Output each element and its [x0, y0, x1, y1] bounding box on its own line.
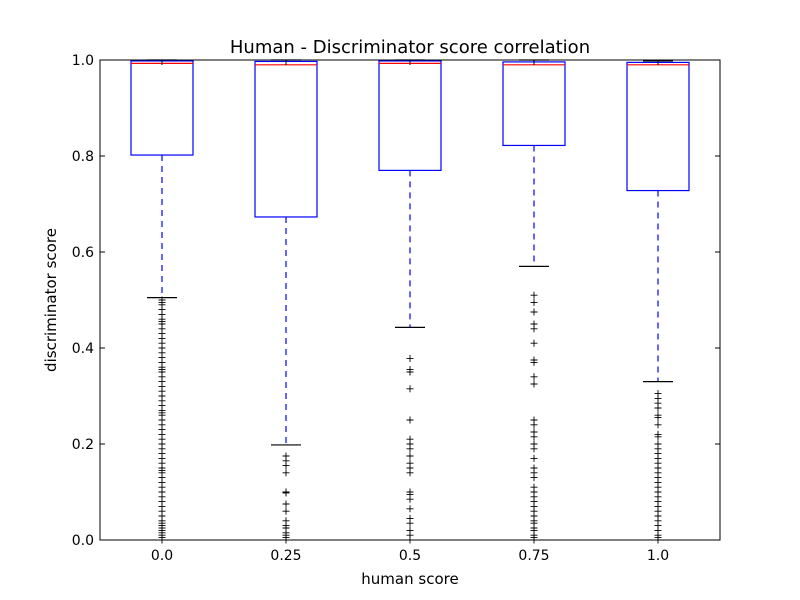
- outlier-point: [406, 452, 414, 460]
- iqr-box: [130, 60, 194, 156]
- outlier-point: [530, 339, 538, 347]
- iqr-box: [254, 60, 318, 218]
- box-group-0-75: [502, 59, 566, 544]
- outlier-point: [530, 358, 538, 366]
- outlier-point: [406, 505, 414, 513]
- outlier-point: [406, 416, 414, 424]
- box-group-0-25: [254, 59, 318, 544]
- outlier-point: [654, 414, 662, 422]
- outlier-point: [530, 474, 538, 482]
- outlier-point: [530, 380, 538, 388]
- outlier-point: [282, 469, 290, 477]
- iqr-box: [378, 60, 442, 172]
- y-tick-label: 0.6: [72, 245, 94, 261]
- outlier-point: [530, 433, 538, 441]
- box-group-1-0: [626, 60, 690, 544]
- outlier-point: [406, 469, 414, 477]
- x-tick-label: 0.0: [151, 548, 173, 564]
- x-tick-label: 0.75: [518, 548, 549, 564]
- outlier-point: [282, 462, 290, 470]
- outlier-point: [530, 298, 538, 306]
- outlier-point: [654, 404, 662, 412]
- outlier-point: [654, 433, 662, 441]
- outlier-point: [654, 421, 662, 429]
- box-group-0-0: [130, 59, 194, 544]
- y-tick-label: 0.4: [72, 341, 94, 357]
- outlier-point: [406, 385, 414, 393]
- x-axis-label: human score: [361, 570, 458, 588]
- box-group-0-5: [378, 59, 442, 544]
- iqr-box: [502, 61, 566, 147]
- chart-title: Human - Discriminator score correlation: [230, 37, 590, 58]
- x-tick-label: 0.5: [399, 548, 421, 564]
- outlier-point: [282, 500, 290, 508]
- plot-area: [130, 59, 690, 544]
- outlier-point: [406, 495, 414, 503]
- x-tick-label: 1.0: [647, 548, 669, 564]
- iqr-box: [626, 61, 690, 192]
- outlier-point: [406, 519, 414, 527]
- outlier-point: [530, 373, 538, 381]
- y-tick-label: 1.0: [72, 53, 94, 69]
- y-tick-label: 0.8: [72, 149, 94, 165]
- y-tick-label: 0.0: [72, 533, 94, 549]
- outlier-point: [530, 308, 538, 316]
- outlier-point: [530, 454, 538, 462]
- outlier-point: [530, 291, 538, 299]
- outlier-point: [530, 325, 538, 333]
- outlier-point: [406, 445, 414, 453]
- outlier-point: [530, 421, 538, 429]
- outlier-point: [282, 489, 290, 497]
- y-tick-label: 0.2: [72, 437, 94, 453]
- outlier-point: [530, 445, 538, 453]
- outlier-point: [406, 355, 414, 363]
- axes: 0.0 0.2 0.4 0.6 0.8 1.0 0.0 0.25 0.5 0.75 1.0: [72, 53, 720, 564]
- x-tick-label: 0.25: [270, 548, 301, 564]
- outlier-point: [282, 507, 290, 515]
- y-axis-label: discriminator score: [42, 228, 60, 372]
- outlier-point: [406, 368, 414, 376]
